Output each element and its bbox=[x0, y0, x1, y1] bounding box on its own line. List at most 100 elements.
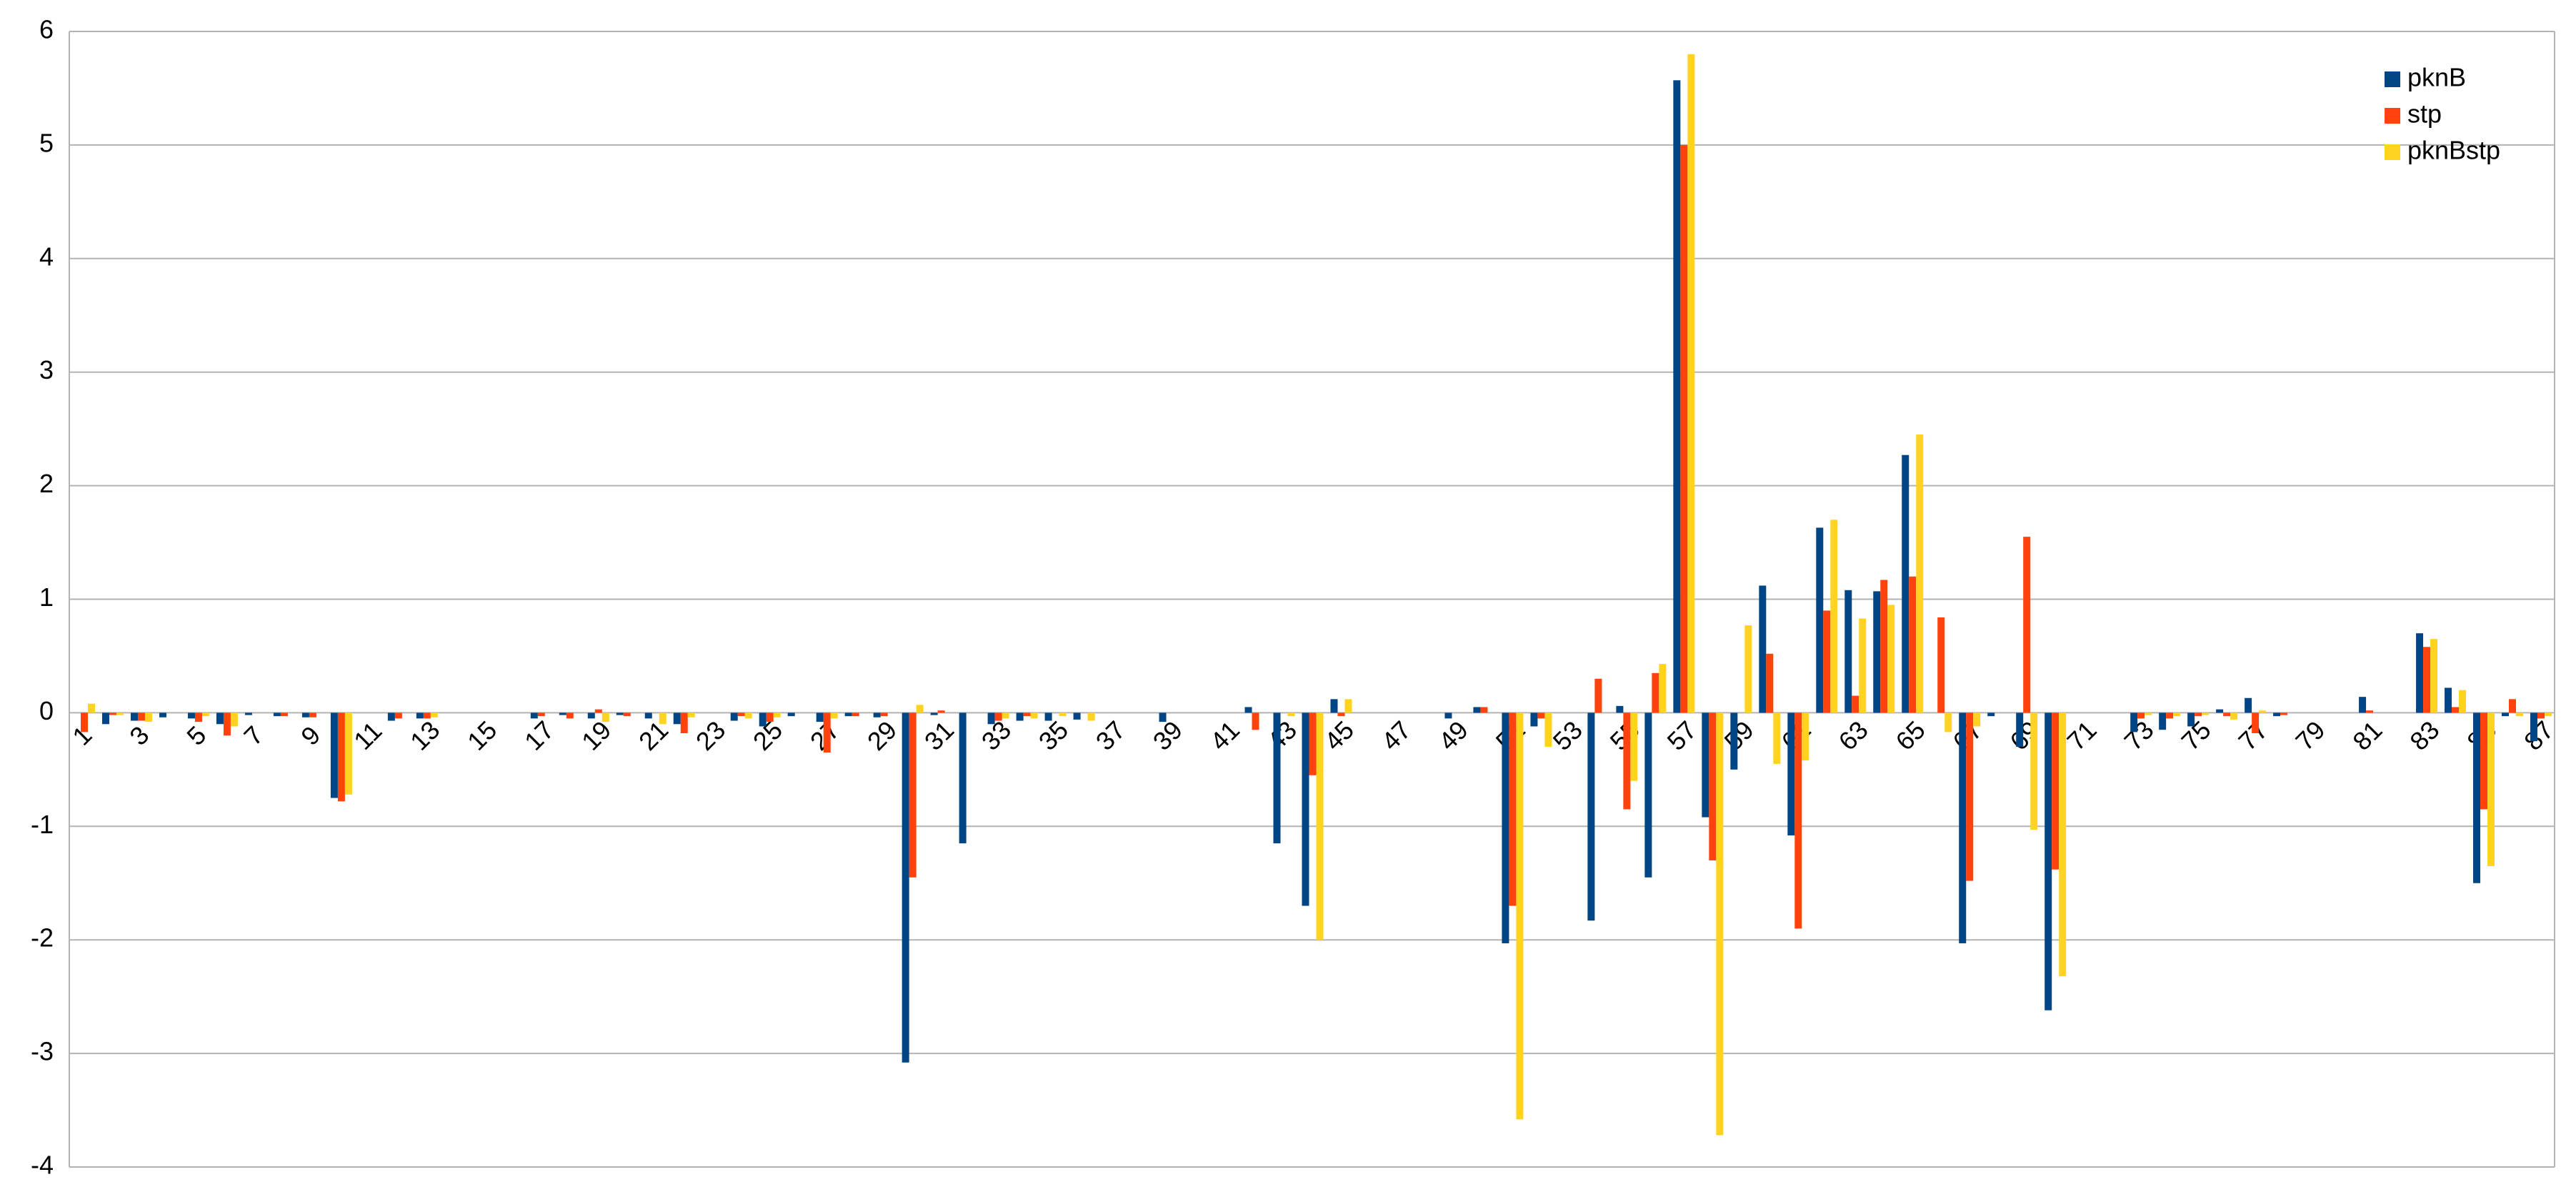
x-tick-label: 3 bbox=[124, 720, 154, 751]
bar bbox=[880, 712, 888, 717]
x-tick-label: 47 bbox=[1376, 715, 1417, 756]
bar bbox=[987, 712, 995, 725]
x-tick-label: 23 bbox=[690, 715, 731, 756]
bar bbox=[101, 712, 109, 725]
bar bbox=[1794, 712, 1802, 929]
bar bbox=[1687, 54, 1695, 713]
bar bbox=[2052, 712, 2060, 870]
x-tick-label: 41 bbox=[1204, 715, 1245, 756]
x-tick-label: 43 bbox=[1262, 715, 1302, 756]
bar bbox=[2045, 712, 2052, 1010]
bar bbox=[1316, 712, 1324, 940]
bar bbox=[2445, 687, 2452, 713]
bar bbox=[2430, 639, 2438, 713]
bar bbox=[1509, 712, 1517, 906]
legend-swatch bbox=[2385, 144, 2400, 160]
bar bbox=[1787, 712, 1795, 836]
bar bbox=[244, 712, 252, 715]
bar bbox=[2030, 712, 2038, 830]
bar bbox=[1073, 712, 1081, 720]
bar bbox=[2366, 710, 2374, 713]
bar bbox=[1623, 712, 1631, 810]
bar bbox=[301, 712, 309, 717]
bar bbox=[1766, 653, 1774, 713]
x-tick-label: 53 bbox=[1547, 715, 1588, 756]
bar bbox=[873, 712, 881, 717]
bar bbox=[1802, 712, 1809, 761]
y-tick-label: 5 bbox=[39, 128, 54, 157]
bar bbox=[1273, 712, 1281, 844]
bar bbox=[109, 712, 116, 715]
bar bbox=[1880, 580, 1888, 713]
bar bbox=[1444, 712, 1452, 719]
bar bbox=[330, 712, 338, 798]
bar bbox=[537, 712, 545, 717]
bar bbox=[2159, 712, 2167, 730]
bar bbox=[594, 709, 602, 713]
bar bbox=[2459, 690, 2467, 713]
bar bbox=[994, 712, 1002, 721]
bar bbox=[1680, 144, 1688, 713]
bar bbox=[2223, 712, 2231, 717]
bar bbox=[1473, 707, 1481, 713]
bar bbox=[937, 710, 945, 713]
bar bbox=[1987, 712, 1995, 717]
bar bbox=[1916, 434, 1924, 713]
bar bbox=[659, 712, 667, 725]
bar bbox=[766, 712, 774, 722]
bar bbox=[2130, 712, 2138, 732]
bar bbox=[2487, 712, 2495, 866]
bar bbox=[1309, 712, 1317, 775]
x-tick-label: 39 bbox=[1147, 715, 1188, 756]
bar bbox=[1909, 576, 1917, 713]
bar bbox=[1030, 712, 1038, 719]
bar bbox=[959, 712, 967, 844]
bar bbox=[559, 712, 566, 715]
x-tick-label: 37 bbox=[1090, 715, 1131, 756]
bar bbox=[730, 712, 738, 721]
bar bbox=[1287, 712, 1295, 717]
bar bbox=[130, 712, 138, 721]
bar bbox=[2545, 712, 2552, 717]
bar bbox=[787, 712, 795, 717]
bar bbox=[1902, 455, 1909, 713]
bar bbox=[852, 712, 859, 717]
bar bbox=[616, 712, 624, 715]
legend-label: stp bbox=[2407, 99, 2442, 129]
bar bbox=[1244, 707, 1252, 713]
bar bbox=[1830, 520, 1838, 713]
bar bbox=[1516, 712, 1524, 1120]
bar bbox=[916, 705, 924, 713]
bar bbox=[2473, 712, 2481, 883]
bar bbox=[844, 712, 852, 717]
bar bbox=[387, 712, 395, 721]
x-tick-label: 59 bbox=[1719, 715, 1759, 756]
bar bbox=[1744, 625, 1752, 713]
bar bbox=[1059, 712, 1067, 717]
bar bbox=[2137, 712, 2145, 719]
x-tick-label: 65 bbox=[1889, 715, 1930, 756]
x-tick-label: 31 bbox=[919, 715, 959, 756]
bar bbox=[2452, 707, 2460, 713]
bar bbox=[909, 712, 917, 878]
x-tick-label: 69 bbox=[2004, 715, 2045, 756]
bar bbox=[601, 712, 609, 722]
bar bbox=[1544, 712, 1552, 748]
bar bbox=[2016, 712, 2024, 748]
bar bbox=[2059, 712, 2067, 977]
bar bbox=[2502, 712, 2510, 717]
bar bbox=[309, 712, 316, 717]
x-tick-label: 73 bbox=[2118, 715, 2159, 756]
bar bbox=[2280, 712, 2288, 715]
bar bbox=[430, 712, 438, 717]
bar bbox=[2230, 712, 2238, 720]
bar bbox=[1730, 712, 1738, 770]
bar bbox=[1759, 585, 1767, 713]
bar bbox=[337, 712, 345, 802]
bar bbox=[1587, 712, 1595, 921]
bar bbox=[1852, 695, 1859, 713]
bar bbox=[2166, 712, 2174, 719]
bar bbox=[273, 712, 281, 717]
x-tick-label: 49 bbox=[1433, 715, 1474, 756]
bar bbox=[194, 712, 202, 722]
